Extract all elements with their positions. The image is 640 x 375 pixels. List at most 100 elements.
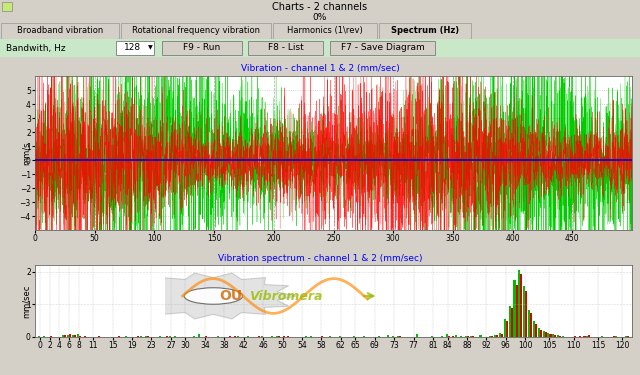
Bar <box>353 336 355 337</box>
Bar <box>276 336 278 337</box>
Bar <box>535 324 537 337</box>
Bar <box>489 336 492 337</box>
Bar <box>506 321 508 337</box>
Bar <box>586 336 588 337</box>
Bar <box>64 335 66 337</box>
Bar <box>552 334 554 337</box>
Bar <box>392 336 394 337</box>
Polygon shape <box>130 273 297 319</box>
Bar <box>339 336 340 337</box>
Bar <box>530 314 532 337</box>
Bar <box>84 336 86 337</box>
Bar <box>43 336 45 337</box>
Bar <box>579 336 580 337</box>
Bar <box>379 23 471 39</box>
Bar <box>116 41 154 55</box>
Text: Rotational frequency vibration: Rotational frequency vibration <box>132 26 260 35</box>
Bar <box>69 334 71 337</box>
Bar <box>246 336 248 337</box>
Bar <box>511 308 513 337</box>
Bar <box>538 328 540 337</box>
Bar <box>118 336 120 337</box>
Bar <box>234 336 236 337</box>
Text: F8 - List: F8 - List <box>268 44 303 52</box>
Bar <box>169 336 171 337</box>
Bar <box>77 334 79 337</box>
Text: Broadband vibration: Broadband vibration <box>17 26 103 35</box>
Text: Vibromera: Vibromera <box>248 290 322 303</box>
Bar <box>229 336 231 337</box>
Bar <box>452 336 454 337</box>
Circle shape <box>184 288 243 304</box>
Bar <box>162 41 242 55</box>
Bar <box>528 310 530 337</box>
Bar <box>612 336 614 337</box>
Bar <box>208 336 210 337</box>
Bar <box>441 336 443 337</box>
Bar <box>584 336 586 337</box>
Bar <box>504 319 506 337</box>
Bar <box>543 331 545 337</box>
Bar <box>195 336 197 337</box>
Bar <box>205 336 207 337</box>
Bar <box>282 336 285 337</box>
Text: 0%: 0% <box>313 13 327 22</box>
Bar <box>261 336 263 337</box>
Bar <box>259 336 260 337</box>
Bar <box>287 336 289 337</box>
Text: ▼: ▼ <box>148 45 153 51</box>
Text: Spectrum (Hz): Spectrum (Hz) <box>391 26 459 35</box>
Bar <box>625 336 627 337</box>
Bar <box>557 335 559 337</box>
Bar <box>569 336 571 337</box>
Bar <box>2 2 12 11</box>
Bar <box>378 336 380 337</box>
Bar <box>616 336 618 337</box>
Bar <box>573 336 576 337</box>
Bar <box>601 336 603 337</box>
Bar <box>387 335 389 337</box>
Bar <box>455 335 457 337</box>
Bar <box>499 333 501 337</box>
Text: 128: 128 <box>124 44 141 52</box>
Bar <box>509 306 511 337</box>
Bar <box>1 23 119 39</box>
Bar <box>550 334 552 337</box>
Bar <box>140 336 142 337</box>
Text: Harmonics (1\rev): Harmonics (1\rev) <box>287 26 363 35</box>
Bar <box>518 270 520 337</box>
Bar <box>492 336 493 337</box>
Bar <box>588 336 590 337</box>
Bar <box>431 336 433 337</box>
Bar <box>501 334 503 337</box>
Text: F9 - Run: F9 - Run <box>184 44 221 52</box>
Bar <box>98 336 100 337</box>
Bar <box>540 330 542 337</box>
Bar <box>525 291 527 337</box>
Bar <box>477 336 479 337</box>
Bar <box>38 336 40 337</box>
Bar <box>310 336 312 337</box>
Bar <box>326 336 328 337</box>
Bar <box>67 334 69 337</box>
Bar <box>447 336 449 337</box>
Bar <box>121 23 271 39</box>
Bar <box>363 336 365 337</box>
Bar <box>559 336 561 337</box>
Bar <box>145 336 147 337</box>
Text: Vibration - channel 1 & 2 (mm/sec): Vibration - channel 1 & 2 (mm/sec) <box>241 64 399 74</box>
Bar <box>321 336 323 337</box>
Bar <box>399 336 401 337</box>
Text: Bandwith, Hz: Bandwith, Hz <box>6 44 66 52</box>
Bar <box>193 336 195 337</box>
Bar <box>330 41 435 55</box>
Bar <box>513 280 515 337</box>
Bar <box>271 336 273 337</box>
Bar <box>523 286 525 337</box>
Bar <box>125 336 127 337</box>
Text: mm/sec: mm/sec <box>21 284 30 318</box>
Bar <box>198 334 200 337</box>
Bar <box>470 336 472 337</box>
Bar <box>554 335 556 337</box>
Bar <box>329 336 331 337</box>
